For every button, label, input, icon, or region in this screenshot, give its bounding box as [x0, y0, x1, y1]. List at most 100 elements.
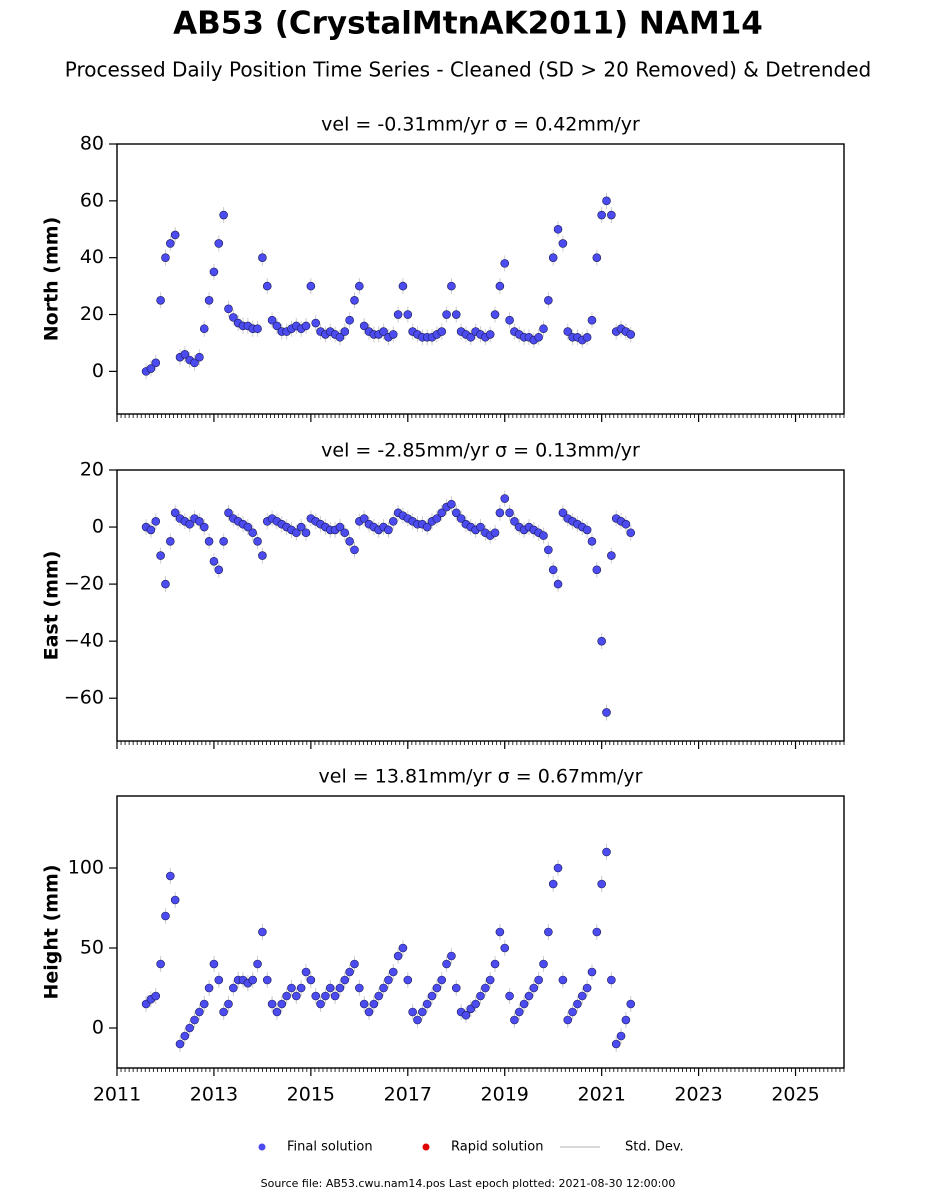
point — [592, 253, 602, 262]
point — [170, 508, 180, 518]
point — [456, 514, 466, 523]
point — [384, 975, 393, 985]
point — [485, 975, 495, 985]
point — [539, 531, 548, 540]
point — [359, 999, 369, 1009]
point — [199, 324, 209, 334]
point — [432, 983, 442, 993]
point — [156, 296, 165, 305]
point — [558, 239, 568, 248]
point — [602, 708, 611, 717]
point — [185, 519, 194, 529]
point — [539, 959, 548, 969]
point — [582, 525, 592, 535]
point — [602, 196, 611, 206]
point — [607, 551, 616, 560]
point — [190, 358, 199, 368]
point — [209, 556, 219, 566]
point — [553, 579, 563, 589]
point — [563, 327, 573, 336]
point — [447, 951, 456, 961]
point — [427, 991, 437, 1001]
point — [505, 315, 514, 325]
y-tick-label: −40 — [64, 630, 104, 652]
point — [180, 350, 190, 359]
point — [403, 975, 413, 985]
point — [248, 975, 258, 985]
x-tick-label: 2015 — [287, 1084, 335, 1106]
y-tick-label: 20 — [80, 459, 104, 481]
point — [451, 508, 461, 518]
point — [350, 296, 359, 305]
point — [447, 281, 456, 291]
plot-area — [141, 844, 636, 1052]
point — [350, 959, 359, 969]
point — [553, 224, 563, 234]
point — [544, 545, 553, 555]
point — [607, 210, 616, 220]
point — [582, 983, 592, 993]
point — [461, 1010, 471, 1020]
point — [403, 310, 413, 319]
point — [568, 1007, 577, 1017]
point — [292, 528, 301, 538]
y-tick-label: 100 — [68, 857, 104, 879]
point — [219, 1007, 228, 1017]
axes-frame — [116, 795, 845, 1069]
point — [626, 330, 636, 339]
x-tick-label: 2019 — [481, 1084, 529, 1106]
legend-label: Rapid solution — [451, 1140, 543, 1155]
point — [335, 983, 345, 993]
point — [476, 522, 485, 532]
point — [258, 551, 267, 560]
point — [301, 967, 311, 977]
point — [548, 879, 558, 889]
point — [611, 1039, 621, 1049]
point — [422, 999, 432, 1009]
point — [166, 239, 175, 248]
point — [214, 565, 224, 575]
point — [587, 315, 597, 325]
point — [258, 253, 267, 262]
y-tick-label: −20 — [64, 573, 104, 595]
point — [393, 951, 403, 961]
point — [485, 330, 495, 339]
point — [379, 327, 388, 336]
point — [442, 310, 451, 319]
y-axis-label: Height (mm) — [41, 864, 63, 999]
point — [582, 332, 592, 342]
point — [422, 522, 432, 532]
panel-title: vel = 13.81mm/yr σ = 0.67mm/yr — [319, 766, 643, 788]
point — [199, 522, 209, 532]
point — [388, 967, 398, 977]
point — [369, 999, 379, 1009]
point — [306, 975, 316, 985]
point — [437, 508, 447, 518]
point — [573, 999, 582, 1009]
point — [359, 321, 369, 331]
point — [161, 911, 170, 921]
point — [243, 522, 253, 532]
point — [296, 522, 306, 532]
point — [219, 210, 228, 220]
point — [495, 281, 505, 291]
y-tick-label: 0 — [92, 1017, 104, 1039]
point — [471, 999, 480, 1009]
y-axis-label: East (mm) — [41, 551, 63, 661]
point — [156, 959, 165, 969]
point — [602, 847, 611, 857]
point — [340, 528, 350, 538]
point — [267, 315, 277, 325]
point — [495, 927, 505, 937]
y-tick-label: 60 — [80, 189, 104, 211]
point — [534, 975, 543, 985]
point — [388, 517, 398, 526]
point — [621, 1015, 631, 1025]
y-tick-label: 40 — [80, 246, 104, 268]
point — [626, 999, 636, 1009]
point — [505, 508, 514, 518]
x-tick-label: 2011 — [93, 1084, 141, 1106]
legend-marker — [422, 1143, 430, 1151]
point — [490, 528, 500, 538]
